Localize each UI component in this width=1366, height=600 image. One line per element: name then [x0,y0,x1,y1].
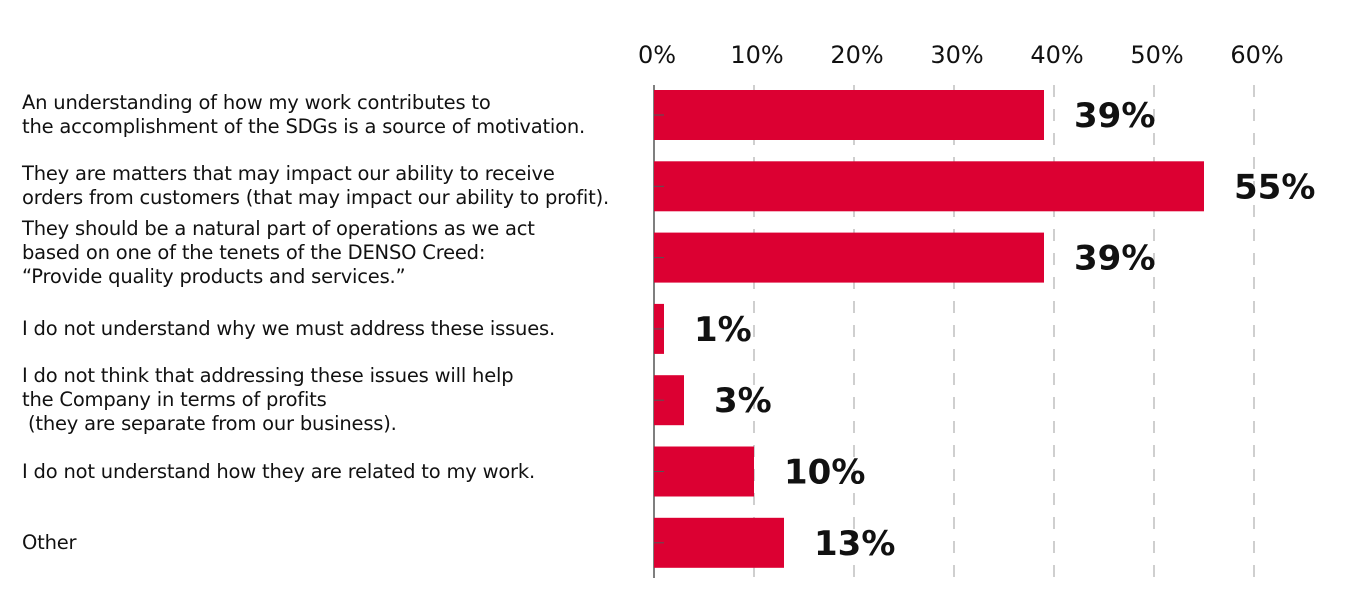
category-label-line: “Provide quality products and services.” [22,264,406,288]
x-tick-label: 0% [638,41,676,69]
x-tick-label: 30% [930,41,983,69]
category-label-line: I do not understand how they are related… [22,459,535,483]
data-label: 55% [1234,167,1315,207]
data-label: 39% [1074,96,1155,136]
category-label-line: the Company in terms of profits [22,388,327,412]
category-label-line: I do not understand why we must address … [22,316,555,340]
category-label-line: An understanding of how my work contribu… [22,91,491,114]
bar [654,90,1044,140]
bar [654,232,1044,283]
category-label: They are matters that may impact our abi… [22,150,652,222]
category-label-line: based on one of the tenets of the DENSO … [22,240,486,264]
category-label-line: They should be a natural part of operati… [22,216,535,240]
category-label-line: (they are separate from our business). [22,412,397,436]
category-label-line: orders from customers (that may impact o… [22,186,609,210]
x-tick-label: 20% [830,41,883,69]
x-tick-label: 50% [1130,41,1183,69]
category-label: They should be a natural part of operati… [22,217,652,289]
x-tick-label: 60% [1230,41,1283,69]
data-label: 10% [784,453,865,493]
category-label: An understanding of how my work contribu… [22,79,652,151]
x-tick-label: 10% [730,41,783,69]
category-label: I do not understand why we must address … [22,293,652,365]
data-label: 3% [714,381,772,421]
category-label: I do not understand how they are related… [22,436,652,508]
category-label-line: I do not think that addressing these iss… [22,364,514,388]
bar [654,161,1204,212]
data-label: 1% [694,310,752,350]
category-label-line: They are matters that may impact our abi… [22,162,555,186]
x-tick-label: 40% [1030,41,1083,69]
category-label-line: Other [22,530,77,554]
category-label: I do not think that addressing these iss… [22,364,652,436]
category-label-line: the accomplishment of the SDGs is a sour… [22,115,586,138]
data-label: 39% [1074,239,1155,279]
data-label: 13% [814,524,895,564]
bar [654,446,754,497]
bar [654,517,784,568]
category-label: Other [22,507,652,579]
